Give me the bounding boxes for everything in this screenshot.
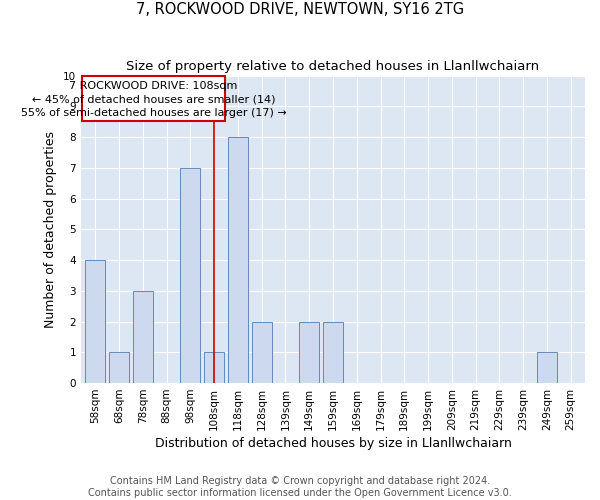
Bar	[299, 322, 319, 383]
Y-axis label: Number of detached properties: Number of detached properties	[44, 131, 58, 328]
Text: ← 45% of detached houses are smaller (14): ← 45% of detached houses are smaller (14…	[32, 94, 275, 104]
Text: 7 ROCKWOOD DRIVE: 108sqm: 7 ROCKWOOD DRIVE: 108sqm	[70, 82, 238, 92]
Text: 55% of semi-detached houses are larger (17) →: 55% of semi-detached houses are larger (…	[20, 108, 286, 118]
Text: 7, ROCKWOOD DRIVE, NEWTOWN, SY16 2TG: 7, ROCKWOOD DRIVE, NEWTOWN, SY16 2TG	[136, 2, 464, 18]
Bar	[85, 260, 106, 383]
Text: Contains HM Land Registry data © Crown copyright and database right 2024.
Contai: Contains HM Land Registry data © Crown c…	[88, 476, 512, 498]
Bar	[251, 322, 272, 383]
Bar	[228, 137, 248, 383]
Bar	[204, 352, 224, 383]
X-axis label: Distribution of detached houses by size in Llanllwchaiarn: Distribution of detached houses by size …	[155, 437, 511, 450]
Bar	[133, 291, 153, 383]
Bar	[109, 352, 129, 383]
Bar	[537, 352, 557, 383]
Bar	[180, 168, 200, 383]
Title: Size of property relative to detached houses in Llanllwchaiarn: Size of property relative to detached ho…	[127, 60, 539, 73]
FancyBboxPatch shape	[82, 76, 225, 121]
Bar	[323, 322, 343, 383]
